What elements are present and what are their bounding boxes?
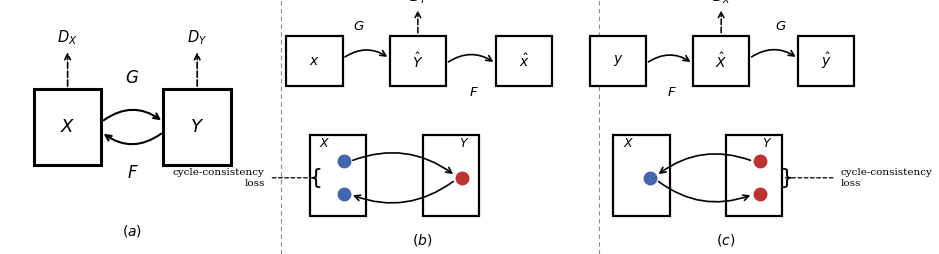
Text: $X$: $X$	[319, 137, 331, 150]
Text: $F$: $F$	[668, 86, 677, 99]
Text: $X$: $X$	[623, 137, 634, 150]
FancyBboxPatch shape	[798, 36, 854, 86]
FancyBboxPatch shape	[390, 36, 446, 86]
Text: $Y$: $Y$	[762, 137, 773, 150]
Text: $X$: $X$	[60, 118, 75, 136]
Text: $\}$: $\}$	[779, 166, 793, 190]
Text: $\hat{Y}$: $\hat{Y}$	[412, 51, 423, 71]
Text: $(b)$: $(b)$	[412, 232, 433, 248]
FancyBboxPatch shape	[590, 36, 646, 86]
Text: $D_Y$: $D_Y$	[408, 0, 427, 6]
Text: $\hat{X}$: $\hat{X}$	[715, 51, 728, 71]
Text: $G$: $G$	[776, 20, 787, 33]
Text: cycle-consistency
loss: cycle-consistency loss	[173, 168, 265, 187]
Text: $G$: $G$	[353, 20, 364, 33]
FancyBboxPatch shape	[163, 89, 231, 165]
Text: $D_Y$: $D_Y$	[187, 29, 208, 47]
Text: $\hat{y}$: $\hat{y}$	[821, 51, 832, 71]
FancyBboxPatch shape	[693, 36, 749, 86]
Text: $\hat{x}$: $\hat{x}$	[518, 52, 530, 70]
Text: $(c)$: $(c)$	[716, 232, 735, 248]
Text: $\{$: $\{$	[308, 166, 321, 190]
Text: $y$: $y$	[612, 53, 623, 69]
Text: $Y$: $Y$	[459, 137, 470, 150]
Text: $F$: $F$	[127, 166, 138, 182]
FancyBboxPatch shape	[423, 135, 479, 216]
FancyBboxPatch shape	[726, 135, 782, 216]
FancyBboxPatch shape	[34, 89, 101, 165]
Text: $D_X$: $D_X$	[712, 0, 731, 6]
FancyBboxPatch shape	[496, 36, 552, 86]
Text: $F$: $F$	[469, 86, 479, 99]
Text: $(a)$: $(a)$	[122, 223, 143, 239]
Text: $D_X$: $D_X$	[57, 29, 78, 47]
FancyBboxPatch shape	[613, 135, 670, 216]
Text: $Y$: $Y$	[190, 118, 205, 136]
Text: $G$: $G$	[126, 70, 139, 87]
Text: $x$: $x$	[309, 54, 320, 68]
FancyBboxPatch shape	[310, 135, 366, 216]
Text: cycle-consistency
loss: cycle-consistency loss	[840, 168, 932, 187]
FancyBboxPatch shape	[286, 36, 343, 86]
